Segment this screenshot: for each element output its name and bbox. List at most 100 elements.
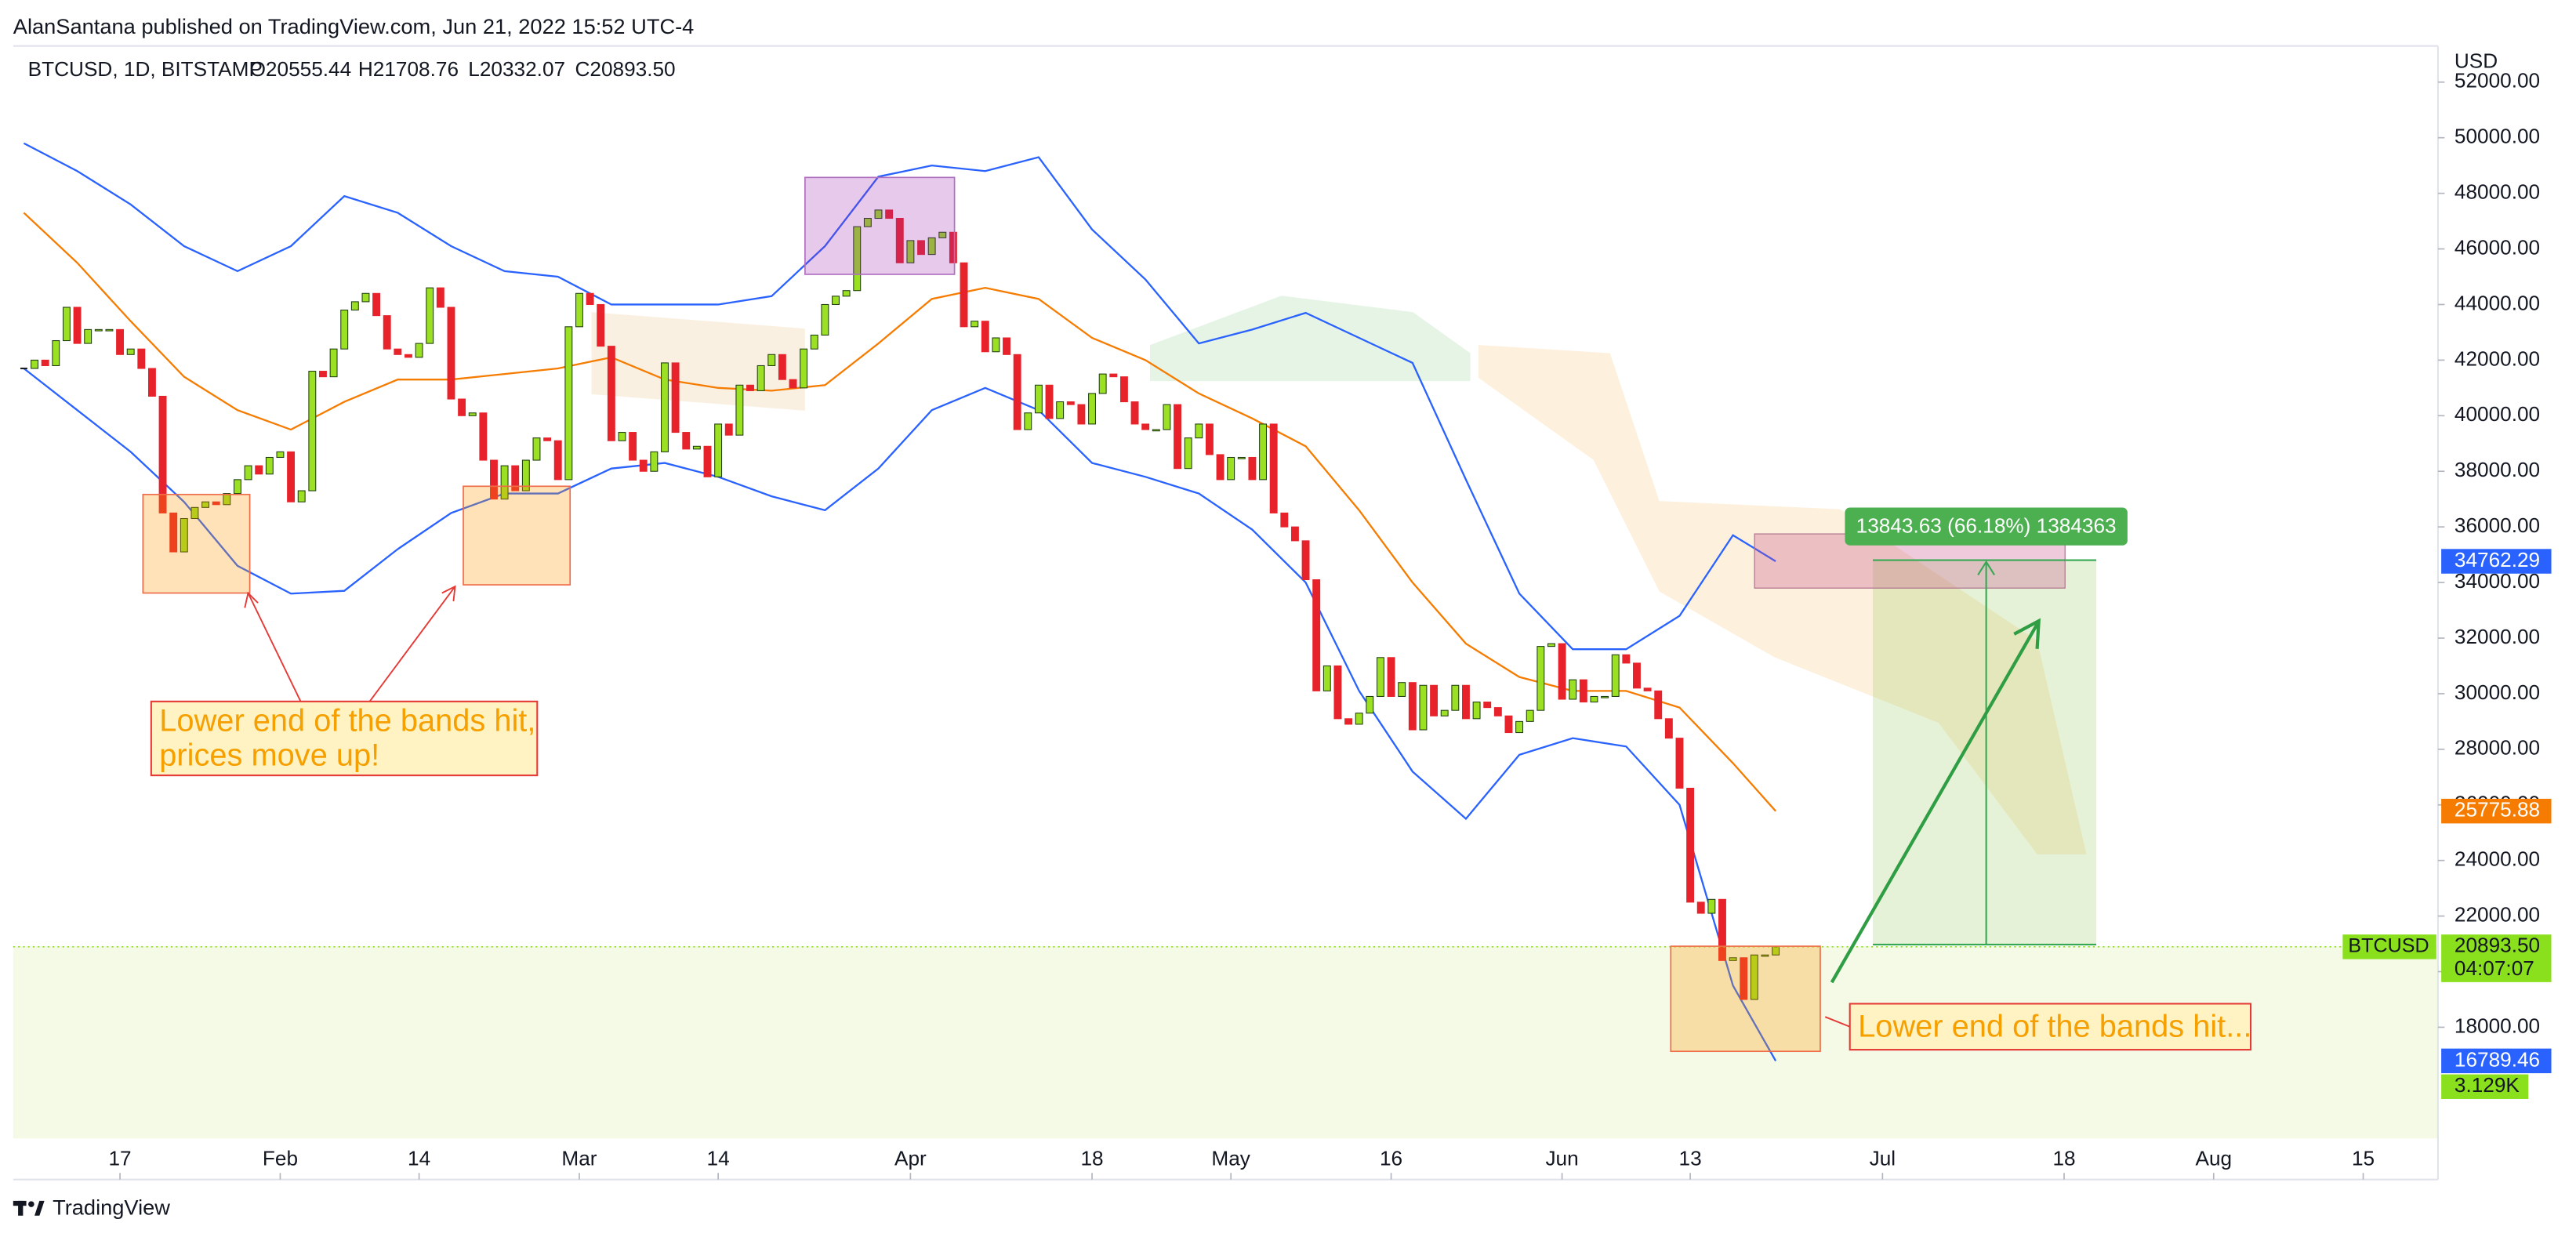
candle bbox=[1077, 404, 1086, 425]
candle bbox=[618, 432, 626, 441]
candle bbox=[895, 218, 904, 263]
candle bbox=[1227, 456, 1235, 481]
candle bbox=[650, 451, 659, 472]
volume-label-box bbox=[2441, 1074, 2529, 1099]
candle bbox=[1387, 657, 1395, 697]
y-tick-label: 50000.00 bbox=[2454, 125, 2540, 148]
candle bbox=[1504, 715, 1513, 734]
candle bbox=[703, 445, 712, 477]
trend-arrow-head bbox=[2013, 618, 2041, 649]
candle bbox=[1184, 437, 1192, 470]
candle bbox=[415, 343, 423, 358]
candle bbox=[885, 209, 894, 219]
candle bbox=[1569, 679, 1577, 700]
pointer-head bbox=[244, 591, 259, 608]
candle bbox=[1248, 456, 1257, 481]
candle bbox=[1066, 401, 1075, 405]
measure-arrow bbox=[1977, 560, 1996, 576]
candle bbox=[1119, 376, 1128, 403]
candle bbox=[1643, 687, 1652, 691]
candle bbox=[724, 423, 733, 436]
candle bbox=[426, 287, 434, 344]
footer-logo bbox=[13, 1200, 45, 1216]
candle bbox=[276, 451, 285, 459]
ohlc-low: L20332.07 bbox=[468, 57, 565, 81]
candle bbox=[1322, 665, 1331, 691]
measure-label-box bbox=[1845, 507, 2128, 546]
x-tick-label: Jun bbox=[1545, 1146, 1578, 1170]
candle bbox=[94, 328, 103, 332]
candle bbox=[265, 456, 274, 475]
candle bbox=[1590, 695, 1598, 703]
candle bbox=[1355, 713, 1363, 725]
x-tick-label: Apr bbox=[894, 1146, 927, 1170]
candle bbox=[1237, 456, 1246, 459]
candle bbox=[1163, 404, 1171, 430]
candle bbox=[543, 437, 552, 441]
candle bbox=[500, 465, 509, 500]
candle bbox=[447, 307, 455, 400]
logo-part bbox=[18, 1200, 24, 1216]
x-tick-label: 17 bbox=[108, 1146, 131, 1170]
ohlc-close: C20893.50 bbox=[575, 57, 676, 81]
candle bbox=[41, 359, 49, 366]
y-tick-label: 42000.00 bbox=[2454, 346, 2540, 370]
candle bbox=[1611, 654, 1620, 697]
candle bbox=[244, 465, 252, 481]
candle bbox=[853, 226, 862, 292]
y-tick-label: 30000.00 bbox=[2454, 680, 2540, 704]
candle bbox=[1130, 401, 1139, 425]
pointer-head bbox=[441, 585, 456, 602]
candle bbox=[1003, 337, 1010, 355]
candle bbox=[458, 398, 466, 416]
candle bbox=[1537, 646, 1545, 711]
candle bbox=[949, 231, 957, 263]
candle bbox=[1344, 718, 1353, 725]
candle bbox=[490, 459, 498, 500]
candle bbox=[297, 490, 306, 502]
price-label: 34762.29 bbox=[2454, 548, 2540, 571]
candle bbox=[863, 218, 872, 227]
candle bbox=[778, 354, 786, 380]
y-tick-label: 38000.00 bbox=[2454, 458, 2540, 481]
candle bbox=[1098, 373, 1107, 394]
candle bbox=[810, 334, 818, 350]
candle bbox=[361, 292, 370, 303]
candle bbox=[394, 348, 402, 355]
price-label-box bbox=[2441, 549, 2552, 574]
x-tick-label: Feb bbox=[263, 1146, 298, 1170]
candle bbox=[31, 359, 39, 369]
candle bbox=[746, 384, 754, 391]
candle bbox=[1686, 787, 1695, 903]
candle bbox=[1654, 690, 1663, 720]
candle bbox=[1622, 654, 1631, 664]
candle bbox=[1141, 423, 1150, 430]
candle bbox=[629, 432, 637, 461]
header: AlanSantana published on TradingView.com… bbox=[13, 14, 695, 38]
candle bbox=[1174, 404, 1182, 470]
candle bbox=[767, 354, 776, 366]
highlight-box bbox=[463, 485, 571, 586]
candle bbox=[105, 328, 114, 332]
candle bbox=[564, 326, 573, 481]
candle bbox=[800, 348, 808, 389]
x-tick-label: 16 bbox=[1380, 1146, 1402, 1170]
highlight-box bbox=[1670, 945, 1821, 1053]
candle bbox=[1195, 423, 1203, 439]
pointer-line bbox=[1824, 1016, 1851, 1028]
candle bbox=[126, 348, 135, 355]
candle bbox=[1707, 898, 1716, 914]
price-label-box bbox=[2441, 798, 2552, 824]
x-tick-label: 14 bbox=[408, 1146, 430, 1170]
candle bbox=[1515, 720, 1524, 734]
candle bbox=[511, 465, 520, 492]
candle bbox=[1259, 423, 1268, 481]
candle bbox=[201, 501, 210, 508]
candle bbox=[639, 459, 648, 472]
candle bbox=[1483, 702, 1492, 709]
candle bbox=[1493, 707, 1502, 716]
x-tick-label: Aug bbox=[2195, 1146, 2232, 1170]
candle bbox=[436, 287, 444, 308]
candle bbox=[1729, 957, 1737, 961]
candle bbox=[960, 262, 968, 328]
